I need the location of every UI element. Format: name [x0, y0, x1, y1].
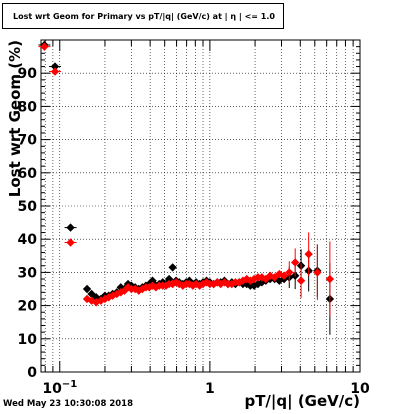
y-tick-label: 90	[18, 66, 38, 82]
data-point	[325, 274, 335, 284]
footer-timestamp: Wed May 23 10:30:08 2018	[3, 399, 134, 409]
chart-title: Lost wrt Geom for Primary vs pT/|q| (GeV…	[13, 12, 275, 21]
data-point	[40, 42, 49, 51]
y-tick-label: 50	[18, 199, 38, 215]
data-point	[50, 62, 60, 71]
chart-title-box: Lost wrt Geom for Primary vs pT/|q| (GeV…	[2, 3, 284, 29]
data-point	[313, 268, 322, 277]
y-tick-label: 30	[18, 265, 38, 281]
y-tick-label: 60	[18, 166, 38, 182]
data-point	[87, 296, 96, 305]
y-tick-label: 0	[27, 365, 37, 381]
y-tick-label: 40	[18, 232, 38, 248]
y-tick-label: 20	[18, 299, 38, 315]
x-axis-title: pT/|q| (GeV/c)	[244, 392, 360, 411]
data-point	[66, 223, 75, 232]
y-tick-label: 10	[18, 332, 38, 348]
data-point	[168, 263, 177, 272]
data-point	[66, 238, 75, 247]
data-point	[191, 279, 201, 289]
data-point	[290, 258, 300, 267]
x-tick-label: 10−1	[42, 379, 77, 397]
data-point	[82, 284, 92, 294]
y-tick-label: 70	[18, 133, 38, 149]
data-point	[296, 276, 306, 285]
x-tick-label: 10	[350, 381, 370, 397]
y-tick-label: 80	[18, 99, 38, 115]
data-point	[50, 67, 60, 76]
y-axis-title: Lost wrt Geom (%)	[6, 40, 24, 197]
x-tick-label: 1	[205, 381, 215, 397]
data-point	[279, 271, 289, 280]
data-point	[238, 276, 248, 285]
grid	[41, 40, 360, 372]
data-point	[164, 274, 174, 284]
data-point	[285, 268, 294, 277]
data-point	[304, 249, 313, 259]
series-1	[38, 42, 335, 317]
